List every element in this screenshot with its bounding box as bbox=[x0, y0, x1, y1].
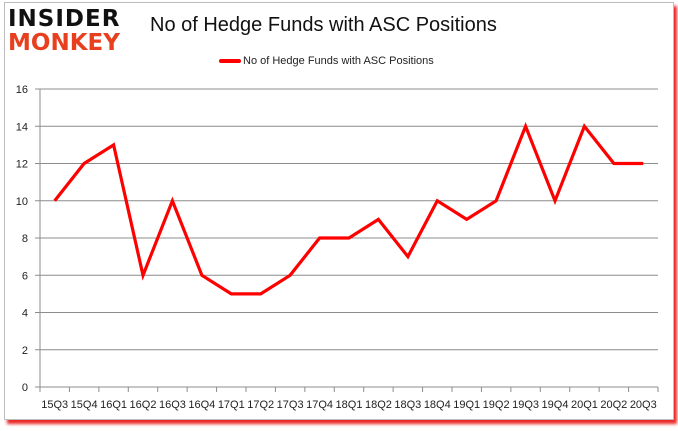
x-tick-label: 19Q3 bbox=[512, 399, 539, 411]
insider-monkey-logo: INSIDER MONKEY bbox=[8, 8, 128, 55]
chart-frame bbox=[4, 2, 674, 420]
legend-label: No of Hedge Funds with ASC Positions bbox=[243, 55, 434, 67]
x-tick-label: 19Q4 bbox=[542, 399, 569, 411]
chart-title: No of Hedge Funds with ASC Positions bbox=[150, 14, 497, 36]
x-tick-label: 15Q3 bbox=[41, 399, 68, 411]
x-tick-label: 19Q1 bbox=[453, 399, 480, 411]
y-tick-label: 4 bbox=[22, 308, 28, 320]
y-tick-label: 0 bbox=[22, 382, 28, 394]
logo-line-2: MONKEY bbox=[8, 30, 120, 56]
data-series-line bbox=[53, 121, 644, 296]
x-tick-label: 18Q4 bbox=[424, 399, 451, 411]
x-tick-label: 19Q2 bbox=[483, 399, 510, 411]
chart-legend: No of Hedge Funds with ASC Positions bbox=[219, 55, 434, 67]
y-tick-label: 16 bbox=[16, 84, 28, 96]
x-tick-label: 16Q1 bbox=[100, 399, 127, 411]
x-tick-label: 20Q1 bbox=[571, 399, 598, 411]
x-tick-label: 16Q2 bbox=[130, 399, 157, 411]
x-tick-label: 17Q2 bbox=[247, 399, 274, 411]
logo-line-1: INSIDER bbox=[8, 6, 121, 32]
x-tick-label: 17Q4 bbox=[306, 399, 333, 411]
y-tick-label: 2 bbox=[22, 345, 28, 357]
x-tick-label: 18Q1 bbox=[336, 399, 363, 411]
legend-line-swatch-icon bbox=[219, 59, 241, 63]
y-tick-label: 14 bbox=[16, 121, 28, 133]
x-tick-label: 18Q2 bbox=[365, 399, 392, 411]
y-tick-label: 12 bbox=[16, 159, 28, 171]
x-tick-label: 18Q3 bbox=[394, 399, 421, 411]
x-tick-label: 17Q1 bbox=[218, 399, 245, 411]
y-tick-label: 8 bbox=[22, 233, 28, 245]
y-tick-label: 6 bbox=[22, 270, 28, 282]
x-tick-label: 17Q3 bbox=[277, 399, 304, 411]
y-tick-label: 10 bbox=[16, 196, 28, 208]
x-tick-label: 16Q3 bbox=[159, 399, 186, 411]
x-tick-label: 20Q3 bbox=[630, 399, 657, 411]
x-tick-label: 16Q4 bbox=[188, 399, 215, 411]
x-tick-label: 15Q4 bbox=[71, 399, 98, 411]
x-tick-label: 20Q2 bbox=[600, 399, 627, 411]
